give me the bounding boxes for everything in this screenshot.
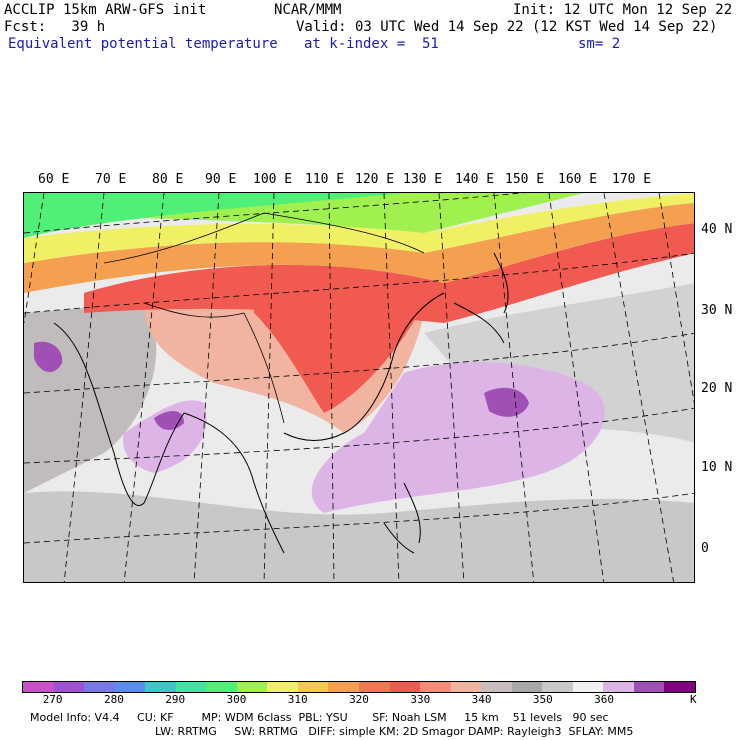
smoothing-label: sm= 2 bbox=[578, 36, 621, 52]
red-north-band bbox=[84, 223, 694, 323]
colorbar-tick-label: 360 bbox=[594, 693, 615, 706]
colorbar-tick-label: 310 bbox=[287, 693, 308, 706]
forecast-hour: Fcst: 39 h bbox=[4, 19, 106, 35]
dark-purple-1 bbox=[484, 387, 529, 417]
colorbar-swatch bbox=[450, 682, 482, 692]
colorbar-swatch bbox=[236, 682, 268, 692]
coastline-japan bbox=[453, 252, 509, 344]
map-canvas bbox=[24, 193, 694, 582]
colorbar-swatch bbox=[267, 682, 298, 692]
lon-label: 170 E bbox=[612, 172, 652, 187]
lon-label: 100 E bbox=[253, 172, 293, 187]
country-borders bbox=[103, 212, 425, 424]
colorbar-unit: K bbox=[690, 693, 697, 706]
colorbar-swatch bbox=[664, 682, 696, 692]
colorbar-tick-label: 330 bbox=[410, 693, 431, 706]
lon-label: 90 E bbox=[205, 172, 237, 187]
field-name: Equivalent potential temperature bbox=[8, 36, 278, 52]
lon-label: 110 E bbox=[305, 172, 345, 187]
organization-label: NCAR/MMM bbox=[274, 2, 342, 18]
lon-label: 60 E bbox=[38, 172, 70, 187]
init-time: Init: 12 UTC Mon 12 Sep 22 bbox=[513, 2, 733, 18]
model-title: ACCLIP 15km ARW-GFS init bbox=[4, 2, 207, 18]
lon-label: 70 E bbox=[95, 172, 127, 187]
colorbar-tick-label: 300 bbox=[226, 693, 247, 706]
lon-label: 160 E bbox=[558, 172, 598, 187]
colorbar bbox=[22, 681, 696, 693]
colorbar-swatch bbox=[481, 682, 512, 692]
lon-label: 140 E bbox=[455, 172, 495, 187]
yellow-band bbox=[24, 193, 694, 263]
lon-label: 80 E bbox=[152, 172, 184, 187]
colorbar-swatch bbox=[572, 682, 604, 692]
green-north bbox=[24, 193, 404, 238]
valid-time: Valid: 03 UTC Wed 14 Sep 22 (12 KST Wed … bbox=[296, 19, 718, 35]
coastline-seasia bbox=[183, 292, 445, 554]
colorbar-swatch bbox=[175, 682, 207, 692]
colorbar-tick-label: 270 bbox=[42, 693, 63, 706]
colorbar-tick-label: 350 bbox=[532, 693, 553, 706]
lat-label: 30 N bbox=[701, 303, 733, 318]
colorbar-swatch bbox=[297, 682, 329, 692]
colorbar-swatch bbox=[145, 682, 176, 692]
colorbar-swatch bbox=[389, 682, 421, 692]
lon-label: 150 E bbox=[505, 172, 545, 187]
colorbar-tick-label: 290 bbox=[165, 693, 186, 706]
colorbar-swatch bbox=[633, 682, 665, 692]
model-info-line1: Model Info: V4.4 CU: KF MP: WDM 6class P… bbox=[30, 711, 609, 724]
lat-label: 20 N bbox=[701, 381, 733, 396]
colorbar-swatch bbox=[114, 682, 146, 692]
lon-label: 130 E bbox=[403, 172, 443, 187]
lightgreen-north bbox=[144, 193, 584, 233]
lat-label: 40 N bbox=[701, 222, 733, 237]
coastline-philippines bbox=[383, 482, 421, 554]
model-info-line2: LW: RRTMG SW: RRTMG DIFF: simple KM: 2D … bbox=[155, 725, 634, 738]
colorbar-tick-label: 340 bbox=[471, 693, 492, 706]
orange-band bbox=[24, 203, 694, 293]
theta-e-map bbox=[23, 192, 695, 583]
colorbar-ticks: 270 280 290 300 310 320 330 340 350 360 bbox=[0, 693, 740, 707]
colorbar-swatch bbox=[603, 682, 634, 692]
colorbar-swatch bbox=[511, 682, 543, 692]
colorbar-swatch bbox=[542, 682, 573, 692]
graticule bbox=[24, 193, 694, 582]
colorbar-swatch bbox=[328, 682, 360, 692]
lon-label: 120 E bbox=[355, 172, 395, 187]
colorbar-swatch bbox=[206, 682, 237, 692]
purple-arabian bbox=[34, 341, 63, 373]
coastline-india bbox=[53, 322, 185, 506]
colorbar-swatch bbox=[420, 682, 451, 692]
lat-label: 0 bbox=[701, 541, 709, 556]
lat-label: 10 N bbox=[701, 460, 733, 475]
purple-bengal bbox=[123, 400, 207, 473]
colorbar-tick-label: 280 bbox=[103, 693, 124, 706]
colorbar-swatch bbox=[23, 682, 54, 692]
colorbar-swatch bbox=[53, 682, 85, 692]
colorbar-swatch bbox=[84, 682, 115, 692]
k-index-label: at k-index = 51 bbox=[304, 36, 439, 52]
colorbar-tick-label: 320 bbox=[349, 693, 369, 706]
colorbar-swatch bbox=[359, 682, 390, 692]
